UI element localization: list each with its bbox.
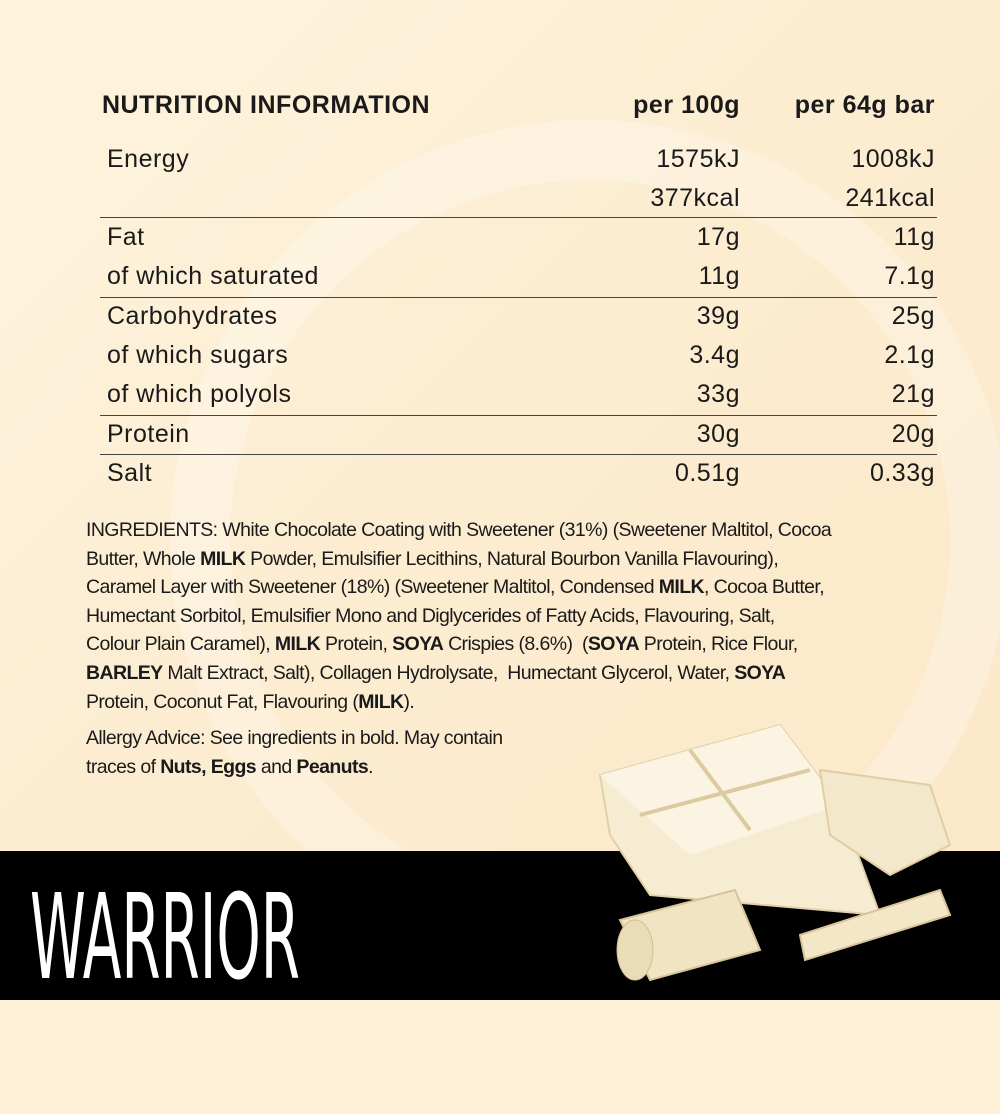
ingredients-line: Protein, Coconut Fat, Flavouring (MILK). (86, 688, 966, 717)
value-per-100g: 377kcal (650, 184, 740, 212)
text-segment: Crispies (8.6%) ( (443, 633, 588, 656)
allergy-advice: Allergy Advice: See ingredients in bold.… (86, 724, 503, 782)
text-segment: Powder, Emulsifier Lecithins, Natural Bo… (245, 547, 779, 570)
text-segment: Malt Extract, Salt), Collagen Hydrolysat… (162, 661, 735, 684)
table-title: NUTRITION INFORMATION (102, 91, 431, 119)
logo-text: WARRIOR (30, 868, 300, 988)
value-per-bar: 21g (891, 380, 935, 408)
column-header-per-100g: per 100g (633, 91, 740, 119)
nutrient-label: Energy (107, 145, 190, 173)
ingredients-line: INGREDIENTS: White Chocolate Coating wit… (86, 516, 966, 545)
text-segment: traces of (86, 755, 161, 778)
text-segment: . (368, 755, 373, 778)
value-per-100g: 17g (696, 223, 740, 251)
allergen-text: SOYA (392, 633, 444, 656)
nutrient-label: Salt (107, 459, 153, 487)
value-per-bar: 20g (891, 420, 935, 448)
allergen-text: SOYA (587, 633, 640, 656)
nutrition-row: of which sugars 3.4g 2.1g (100, 336, 937, 375)
nutrition-row: 377kcal 241kcal (100, 179, 937, 218)
value-per-bar: 0.33g (869, 459, 935, 487)
allergen-text: BARLEY (86, 661, 163, 684)
divider (100, 415, 937, 416)
text-segment: and (256, 755, 297, 778)
column-header-per-bar: per 64g bar (794, 91, 935, 119)
text-segment: Protein, Rice Flour, (638, 633, 798, 656)
text-segment: INGREDIENTS: White Chocolate Coating wit… (86, 519, 832, 541)
divider (100, 297, 937, 298)
value-per-100g: 33g (696, 380, 740, 408)
text-segment: Humectant Sorbitol, Emulsifier Mono and … (86, 604, 775, 627)
warrior-logo: WARRIOR (30, 868, 300, 988)
ingredients-text: INGREDIENTS: White Chocolate Coating wit… (86, 516, 966, 716)
ingredients-line: Colour Plain Caramel), MILK Protein, SOY… (86, 630, 966, 659)
nutrient-label: of which saturated (107, 262, 319, 290)
table-header: NUTRITION INFORMATION per 100g per 64g b… (100, 86, 937, 125)
allergen-text: MILK (200, 547, 246, 570)
text-segment: Butter, Whole (86, 547, 201, 570)
nutrition-row: of which saturated 11g 7.1g (100, 257, 937, 296)
allergen-text: Peanuts (296, 755, 369, 778)
nutrition-row: Salt 0.51g 0.33g (100, 454, 937, 493)
allergen-text: MILK (358, 690, 404, 713)
value-per-100g: 39g (696, 302, 740, 330)
divider (100, 454, 937, 455)
value-per-100g: 0.51g (674, 459, 740, 487)
divider (100, 217, 937, 218)
nutrition-row: Protein 30g 20g (100, 415, 937, 454)
value-per-100g: 1575kJ (656, 145, 740, 173)
value-per-100g: 3.4g (689, 341, 740, 369)
nutrition-row: Fat 17g 11g (100, 218, 937, 257)
nutrition-row: Energy 1575kJ 1008kJ (100, 140, 937, 179)
text-segment: Caramel Layer with Sweetener (18%) (Swee… (86, 576, 659, 599)
nutrition-row: Carbohydrates 39g 25g (100, 297, 937, 336)
allergen-text: MILK (658, 576, 705, 599)
value-per-bar: 2.1g (884, 341, 935, 369)
value-per-bar: 25g (891, 302, 935, 330)
text-segment: Colour Plain Caramel), (86, 633, 275, 656)
value-per-100g: 30g (696, 420, 740, 448)
nutrient-label: of which sugars (107, 341, 289, 369)
allergen-text: Nuts, Eggs (160, 755, 257, 778)
chocolate-curl (798, 888, 952, 962)
nutrient-label: Fat (107, 223, 145, 251)
ingredients-line: Humectant Sorbitol, Emulsifier Mono and … (86, 602, 966, 631)
nutrition-row: of which polyols 33g 21g (100, 375, 937, 414)
value-per-bar: 241kcal (845, 184, 935, 212)
white-chocolate-image (598, 723, 952, 982)
value-per-bar: 1008kJ (851, 145, 935, 173)
nutrient-label: Carbohydrates (107, 302, 278, 330)
ingredients-line: Butter, Whole MILK Powder, Emulsifier Le… (86, 545, 966, 574)
allergy-line: Allergy Advice: See ingredients in bold.… (86, 724, 503, 753)
nutrient-label: of which polyols (107, 380, 292, 408)
ingredients-line: Caramel Layer with Sweetener (18%) (Swee… (86, 573, 966, 602)
ingredients-line: BARLEY Malt Extract, Salt), Collagen Hyd… (86, 659, 966, 688)
nutrient-label: Protein (107, 420, 190, 448)
text-segment: Allergy Advice: See ingredients in bold.… (86, 727, 503, 749)
allergy-line: traces of Nuts, Eggs and Peanuts. (86, 753, 502, 782)
value-per-100g: 11g (698, 262, 740, 290)
text-segment: , Cocoa Butter, (704, 576, 825, 599)
value-per-bar: 11g (893, 223, 935, 251)
text-segment: ). (403, 690, 415, 713)
allergen-text: SOYA (734, 661, 786, 684)
allergen-text: MILK (274, 633, 321, 656)
value-per-bar: 7.1g (884, 262, 935, 290)
chocolate-piece (818, 768, 952, 877)
text-segment: Protein, (320, 633, 393, 656)
text-segment: Protein, Coconut Fat, Flavouring ( (86, 690, 359, 713)
